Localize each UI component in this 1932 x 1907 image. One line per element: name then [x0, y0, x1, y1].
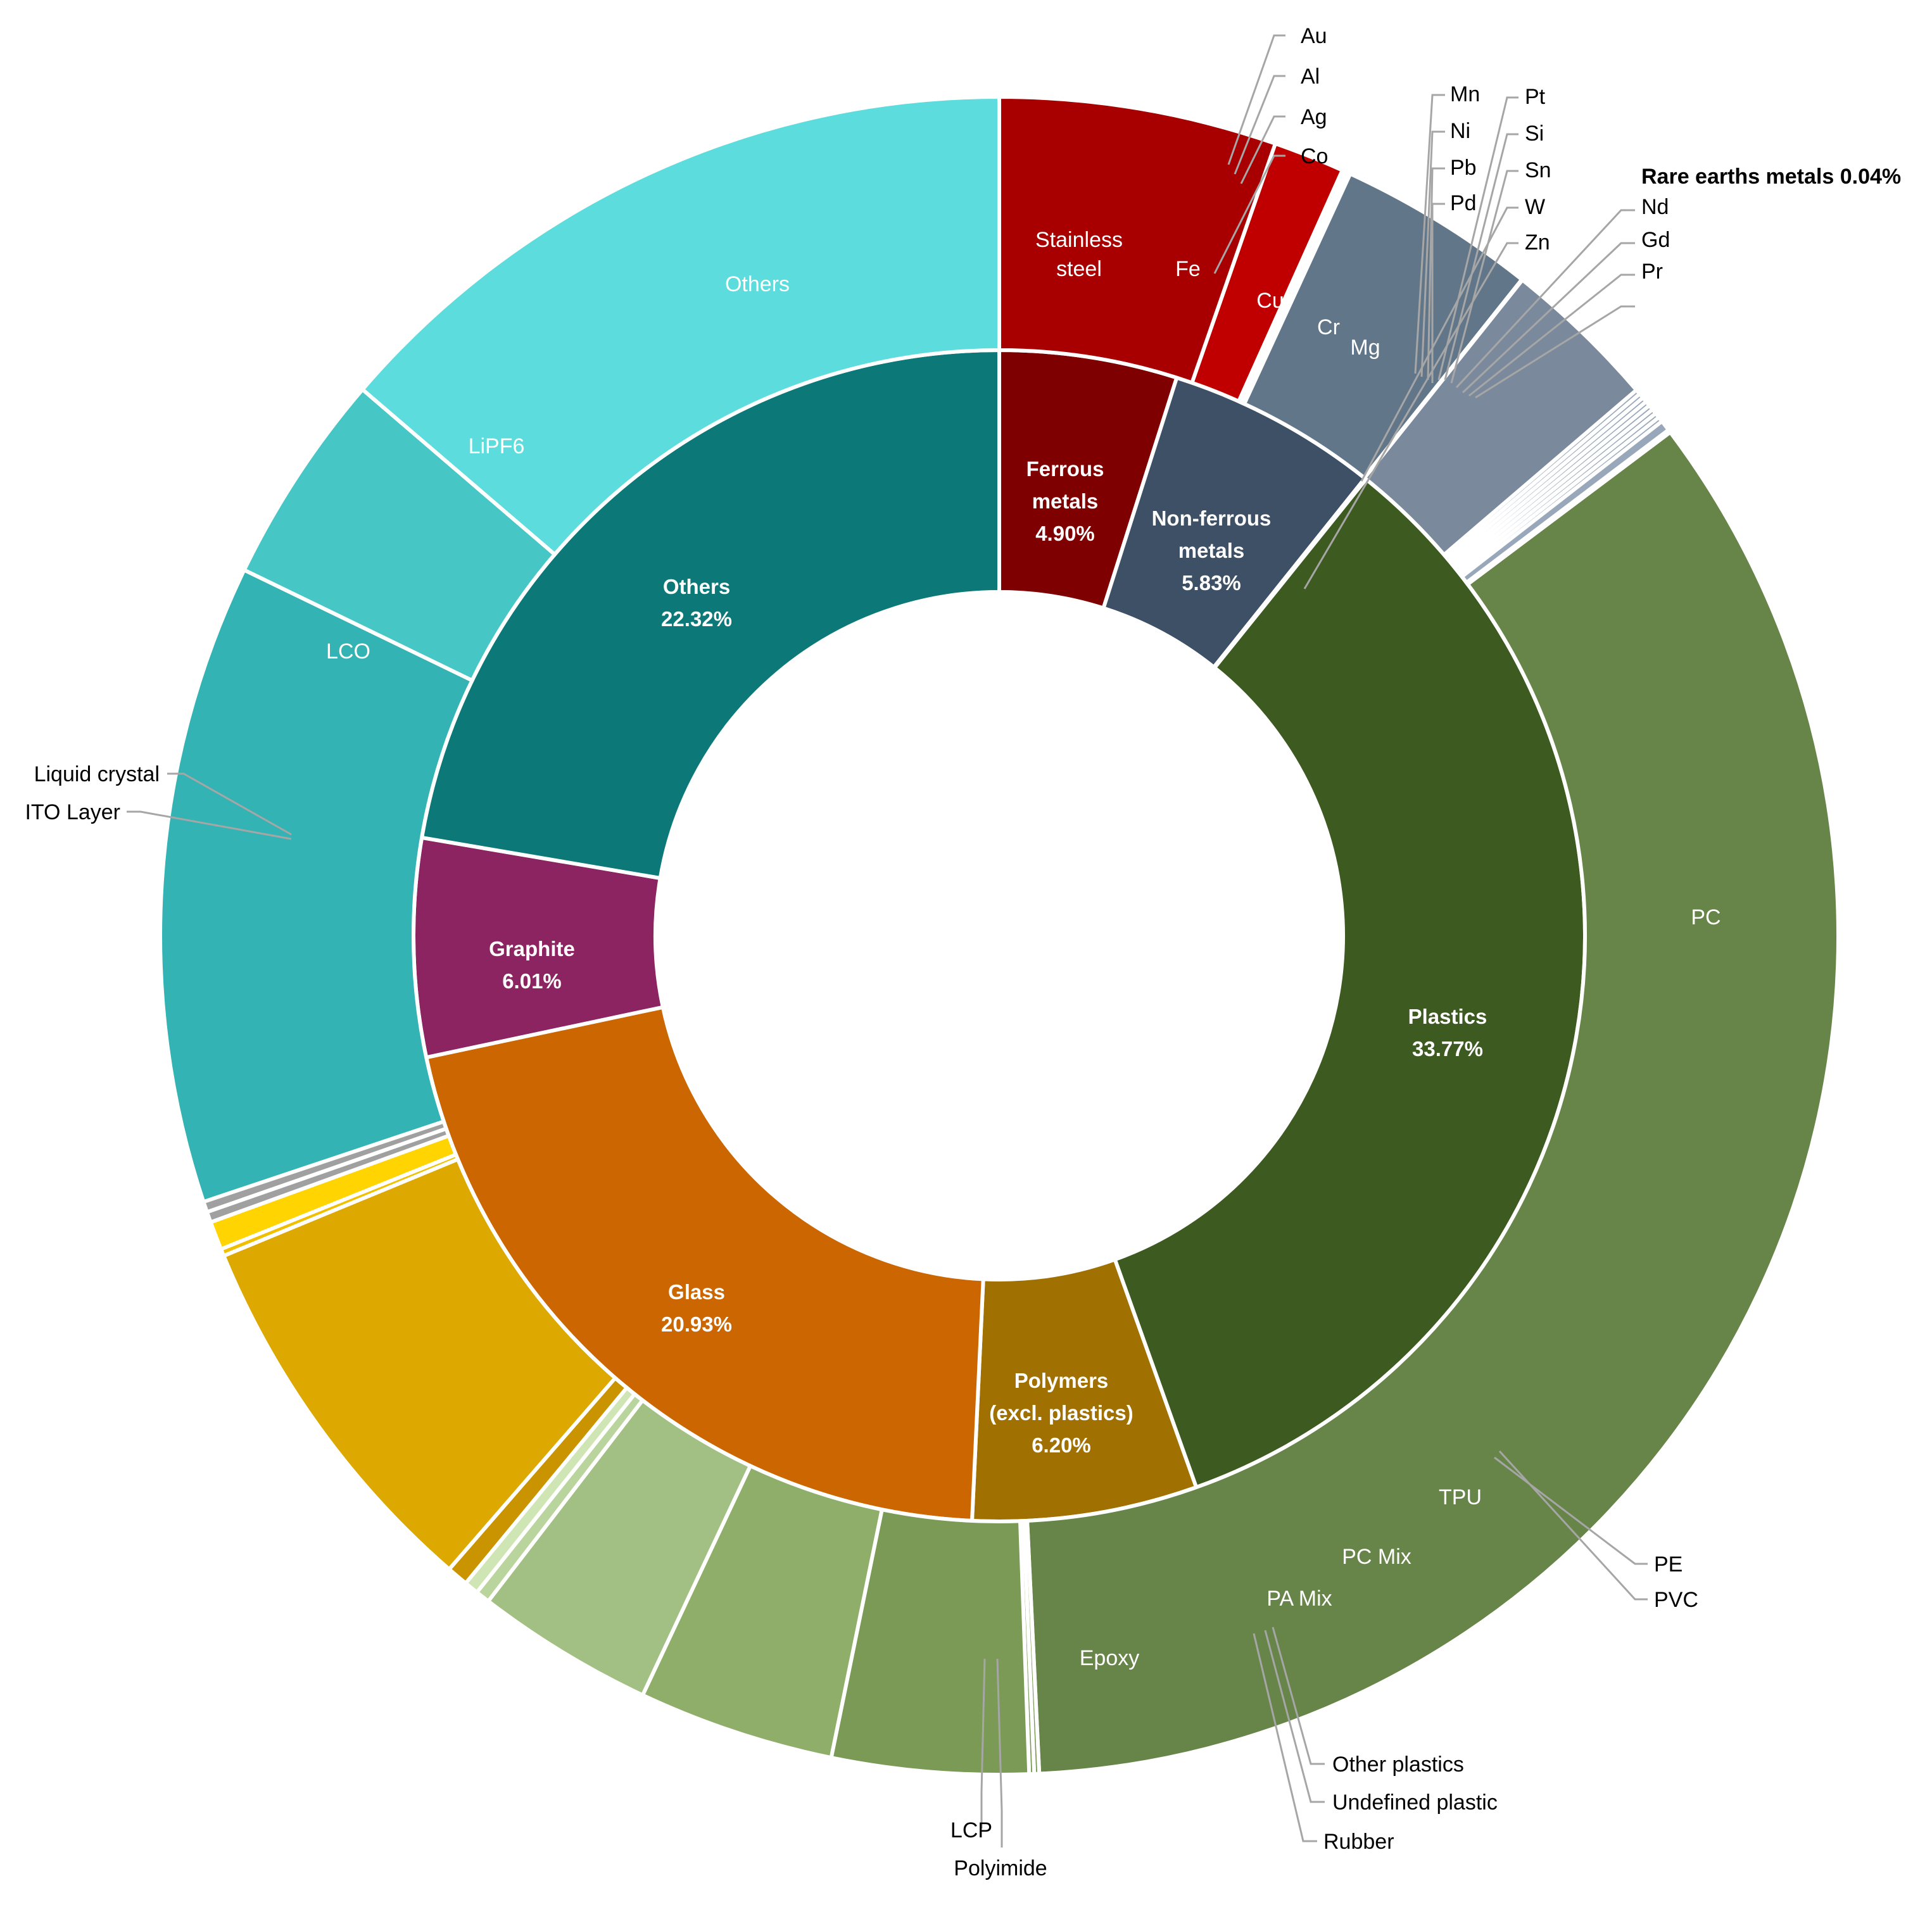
- callout-co: Co: [1301, 144, 1328, 168]
- callout-pe: PE: [1654, 1552, 1683, 1577]
- label-pc: PC: [1691, 905, 1720, 929]
- leader-pb: [1427, 167, 1445, 381]
- leader-liquid-crystal: [167, 772, 292, 836]
- label-tpu: TPU: [1439, 1485, 1482, 1509]
- leader-nd: [1462, 242, 1635, 394]
- label-stainless-steel: Stainless: [1035, 228, 1123, 252]
- callout-pr: Pr: [1641, 260, 1663, 284]
- callout-pd: Pd: [1450, 191, 1477, 215]
- callout-mn: Mn: [1450, 82, 1480, 106]
- label-pa-mix: PA Mix: [1266, 1587, 1332, 1611]
- leader-au: [1227, 34, 1285, 165]
- label-fe: Fe: [1175, 257, 1201, 281]
- leader-pr: [1475, 305, 1635, 399]
- leader-al: [1234, 75, 1285, 175]
- callout-lcp: LCP: [950, 1818, 992, 1842]
- callout-other-plastics: Other plastics: [1332, 1753, 1464, 1777]
- callout-rubber: Rubber: [1323, 1830, 1394, 1854]
- label-polymers: Polymers: [1014, 1369, 1109, 1392]
- outer-segment-pc-21: [1025, 429, 1840, 1776]
- leader-sn: [1450, 170, 1518, 384]
- label-pc-mix: PC Mix: [1342, 1545, 1411, 1569]
- callout-gd: Gd: [1641, 228, 1670, 252]
- label-epoxy: Epoxy: [1080, 1646, 1140, 1670]
- leader-pvc: [1498, 1450, 1648, 1601]
- label-plastics-pct: 33.77%: [1412, 1037, 1483, 1060]
- leader-pt: [1437, 96, 1518, 381]
- callout-ni: Ni: [1450, 119, 1470, 143]
- leader-lines: [127, 34, 1648, 1847]
- label-cr: Cr: [1317, 315, 1340, 339]
- leader-ito: [127, 810, 292, 840]
- leader-w: [1360, 206, 1518, 482]
- label-stainless-steel-2: steel: [1056, 257, 1102, 281]
- callout-pt: Pt: [1525, 85, 1546, 109]
- label-glass: Glass: [668, 1280, 725, 1304]
- outer-ring: [158, 94, 1840, 1777]
- label-ferrous-metals-2: metals: [1032, 489, 1099, 513]
- leader-mn: [1414, 94, 1445, 374]
- label-polymers-pct: 6.20%: [1032, 1433, 1091, 1457]
- center-hole: [655, 592, 1343, 1280]
- callout-w: W: [1525, 195, 1545, 219]
- leader-undefined-plastic: [1264, 1630, 1325, 1803]
- callout-pvc: PVC: [1654, 1588, 1698, 1612]
- leader-lcp: [980, 1658, 986, 1828]
- callout-ag: Ag: [1301, 105, 1327, 129]
- label-glass-pct: 20.93%: [661, 1312, 732, 1336]
- callout-si: Si: [1525, 122, 1544, 146]
- label-mg: Mg: [1350, 336, 1380, 360]
- label-graphite: Graphite: [489, 937, 575, 960]
- callout-liquid-crystal: Liquid crystal: [34, 762, 160, 786]
- callout-au: Au: [1301, 24, 1327, 48]
- label-nonferrous-metals-2: metals: [1178, 539, 1245, 562]
- callout-al: Al: [1301, 65, 1320, 89]
- label-ferrous-metals: Ferrous: [1026, 457, 1104, 481]
- leader-ag: [1240, 115, 1285, 184]
- callout-pb: Pb: [1450, 156, 1477, 180]
- leader-si: [1444, 133, 1518, 381]
- label-others-outer: Others: [725, 272, 790, 296]
- label-lipf6: LiPF6: [469, 434, 525, 458]
- callout-rare-earths: Rare earths metals 0.04%: [1641, 165, 1901, 189]
- leader-polyimide: [996, 1658, 1003, 1847]
- callout-undefined-plastic: Undefined plastic: [1332, 1791, 1498, 1815]
- callout-ito-layer: ITO Layer: [25, 800, 120, 824]
- outer-segment-others-37: [360, 94, 1001, 557]
- label-cu: Cu: [1256, 289, 1284, 313]
- label-ferrous-metals-pct: 4.90%: [1035, 522, 1095, 545]
- label-polymers-2: (excl. plastics): [989, 1401, 1133, 1425]
- callout-nd: Nd: [1641, 195, 1669, 219]
- label-nonferrous-metals: Non-ferrous: [1152, 507, 1272, 530]
- label-graphite-pct: 6.01%: [502, 969, 562, 993]
- label-plastics: Plastics: [1408, 1005, 1487, 1028]
- leader-ni: [1420, 130, 1445, 377]
- callout-polyimide: Polyimide: [954, 1856, 1047, 1880]
- outer-segment-lco-35: [158, 567, 475, 1204]
- leader-gd: [1468, 274, 1635, 397]
- label-others-inner: Others: [663, 575, 730, 598]
- leader-rare: [1455, 209, 1635, 389]
- leader-co: [1213, 154, 1285, 274]
- leader-rubber: [1253, 1633, 1317, 1842]
- label-nonferrous-metals-pct: 5.83%: [1182, 571, 1241, 595]
- label-others-inner-pct: 22.32%: [661, 607, 732, 631]
- leader-pd: [1431, 203, 1445, 383]
- leader-other-plastics: [1272, 1627, 1325, 1765]
- callout-sn: Sn: [1525, 158, 1551, 182]
- leader-pe: [1494, 1456, 1648, 1565]
- label-lco: LCO: [326, 639, 370, 664]
- callout-zn: Zn: [1525, 230, 1550, 255]
- leader-zn: [1303, 242, 1518, 589]
